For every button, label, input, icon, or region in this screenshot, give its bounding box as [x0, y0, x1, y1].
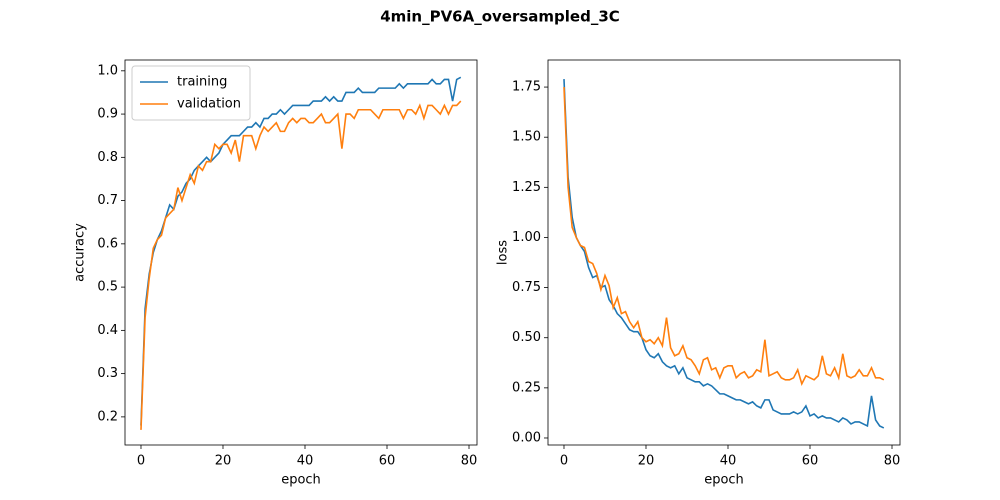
y-tick-label: 1.00 [512, 230, 541, 245]
y-tick-label: 1.0 [97, 63, 118, 78]
x-tick-label: 20 [638, 454, 655, 469]
x-tick-label: 20 [215, 454, 232, 469]
series-line [563, 79, 885, 429]
axes-frame [547, 59, 901, 446]
y-tick-label: 0.25 [512, 380, 541, 395]
y-tick-label: 0.75 [512, 280, 541, 295]
x-tick-label: 60 [379, 454, 396, 469]
legend-label: validation [177, 97, 241, 112]
y-tick-label: 0.8 [97, 150, 118, 165]
x-axis-label: epoch [704, 473, 744, 488]
x-axis-label: epoch [281, 473, 321, 488]
axes-frame [124, 59, 478, 446]
x-tick-label: 60 [802, 454, 819, 469]
figure-title: 4min_PV6A_oversampled_3C [380, 8, 620, 26]
x-tick-label: 0 [137, 454, 145, 469]
x-tick-label: 40 [720, 454, 737, 469]
y-tick-label: 0.4 [97, 323, 118, 338]
y-tick-label: 0.9 [97, 107, 118, 122]
legend-label: training [177, 75, 227, 90]
y-tick-label: 0.7 [97, 193, 118, 208]
y-axis-label: loss [496, 240, 511, 265]
y-tick-label: 0.6 [97, 236, 118, 251]
x-tick-label: 40 [297, 454, 314, 469]
series-line [140, 76, 462, 426]
y-tick-label: 1.50 [512, 130, 541, 145]
y-tick-label: 1.75 [512, 80, 541, 95]
y-tick-label: 1.25 [512, 180, 541, 195]
y-tick-label: 0.5 [97, 280, 118, 295]
legend-box [131, 65, 251, 121]
y-tick-label: 0.00 [512, 430, 541, 445]
series-line [563, 87, 885, 386]
y-axis-label: accuracy [73, 223, 88, 282]
series-line [140, 100, 462, 430]
x-tick-label: 0 [560, 454, 568, 469]
x-tick-label: 80 [884, 454, 901, 469]
y-tick-label: 0.3 [97, 366, 118, 381]
y-tick-label: 0.50 [512, 330, 541, 345]
y-tick-label: 0.2 [97, 409, 118, 424]
x-tick-label: 80 [461, 454, 478, 469]
